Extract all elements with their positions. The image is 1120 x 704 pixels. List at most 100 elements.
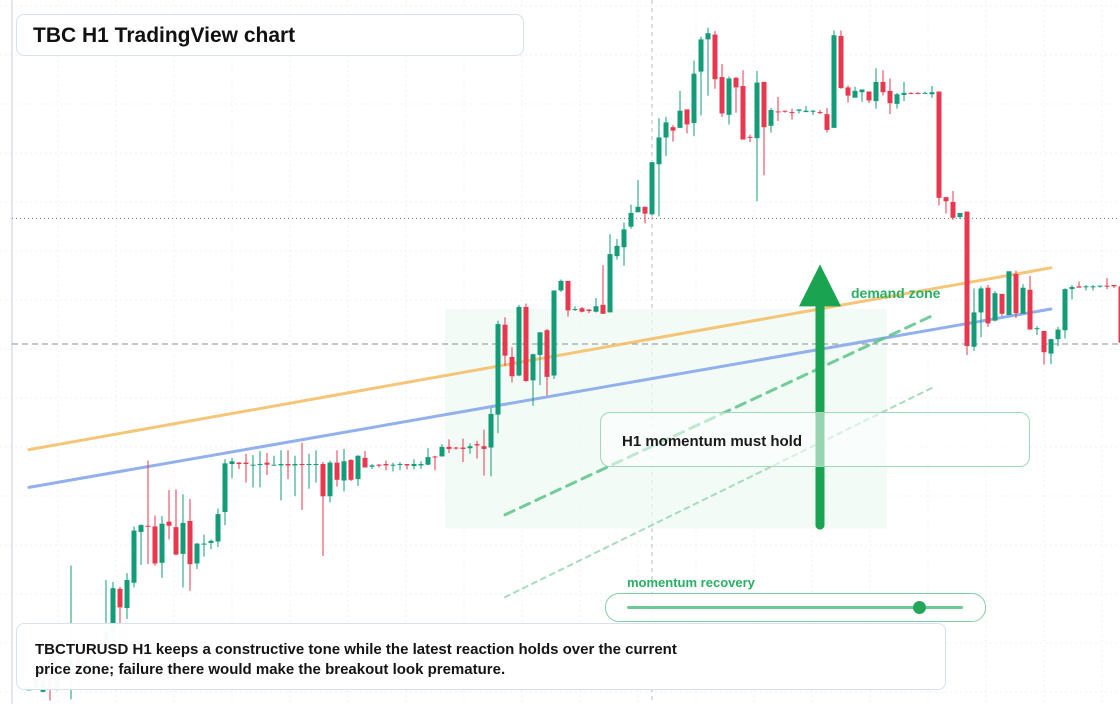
arrow-head — [799, 264, 841, 307]
candle — [985, 284, 991, 327]
candle — [201, 534, 207, 557]
candle — [341, 448, 347, 492]
candle — [740, 70, 746, 140]
candle — [495, 320, 501, 434]
candle — [334, 450, 340, 487]
candle — [208, 539, 214, 550]
candle — [978, 286, 984, 338]
candle — [614, 239, 620, 260]
candle — [299, 442, 305, 510]
demand-zone-label: demand zone — [851, 285, 941, 301]
candle — [873, 68, 879, 109]
candle — [698, 36, 704, 116]
candle — [306, 453, 312, 489]
analysis-note: TBCTURUSD H1 keeps a constructive tone w… — [35, 641, 677, 678]
candle — [817, 110, 823, 115]
candle — [1069, 284, 1075, 300]
candle — [957, 212, 963, 220]
candle — [1020, 284, 1026, 314]
candle — [656, 118, 662, 217]
candle — [600, 265, 606, 314]
candle — [194, 542, 200, 569]
candle — [446, 439, 452, 454]
candle — [971, 288, 977, 351]
candle — [894, 92, 900, 109]
momentum-meter-label: momentum recovery — [627, 575, 755, 590]
candle — [593, 298, 599, 313]
candle — [278, 450, 284, 501]
candle — [754, 70, 760, 202]
candle — [880, 70, 886, 96]
candle — [607, 234, 613, 313]
candle — [418, 461, 424, 469]
callout-text: H1 momentum must hold — [622, 433, 803, 450]
candle — [908, 92, 914, 95]
candle — [747, 134, 753, 143]
candle — [859, 89, 865, 102]
candle — [649, 162, 655, 216]
candle — [516, 304, 522, 377]
candle — [523, 303, 529, 382]
candle — [845, 85, 851, 103]
candle — [383, 460, 389, 471]
candle — [782, 110, 788, 113]
candle — [502, 317, 508, 366]
candle — [1048, 338, 1054, 364]
candle — [866, 91, 872, 104]
momentum-callout: H1 momentum must hold — [600, 412, 1030, 467]
candle — [663, 116, 669, 157]
candle — [530, 353, 536, 406]
candle — [264, 453, 270, 475]
candle — [145, 460, 151, 565]
candle — [236, 461, 242, 469]
candle — [180, 494, 186, 588]
candle — [579, 306, 585, 313]
candle — [1090, 284, 1096, 291]
candle — [796, 109, 802, 114]
candle — [621, 222, 627, 266]
candle — [460, 438, 466, 462]
candle — [810, 110, 816, 115]
candle — [768, 107, 774, 133]
candle — [936, 91, 942, 206]
candle — [726, 76, 732, 125]
candle — [173, 489, 179, 556]
candle — [544, 328, 550, 396]
momentum-meter-track — [627, 606, 963, 609]
candle — [159, 516, 165, 578]
candle — [929, 86, 935, 98]
candle — [1055, 326, 1061, 347]
candle — [1006, 271, 1012, 316]
candle — [348, 459, 354, 482]
candle — [222, 459, 228, 526]
green-dotted-channel — [504, 386, 933, 599]
candle — [999, 293, 1005, 316]
candle — [803, 105, 809, 113]
candle — [670, 125, 676, 142]
candle — [1041, 330, 1047, 365]
candle — [992, 291, 998, 322]
candle — [1111, 284, 1117, 288]
momentum-meter-knob — [913, 601, 927, 614]
candle — [425, 448, 431, 466]
candle — [565, 280, 571, 317]
candle — [1013, 270, 1019, 318]
candle — [684, 109, 690, 134]
candle — [453, 446, 459, 450]
candle — [628, 204, 634, 229]
candle — [257, 450, 263, 488]
candle — [635, 180, 641, 213]
candle — [404, 464, 410, 470]
candle — [467, 443, 473, 454]
candle — [838, 30, 844, 89]
candle — [733, 77, 739, 113]
candle — [789, 108, 795, 120]
candle — [1076, 281, 1082, 288]
candle — [376, 464, 382, 468]
candle — [537, 332, 543, 386]
candle — [474, 440, 480, 459]
candle — [1034, 326, 1040, 336]
candle — [1097, 285, 1103, 288]
candle — [439, 444, 445, 457]
candle — [327, 460, 333, 503]
